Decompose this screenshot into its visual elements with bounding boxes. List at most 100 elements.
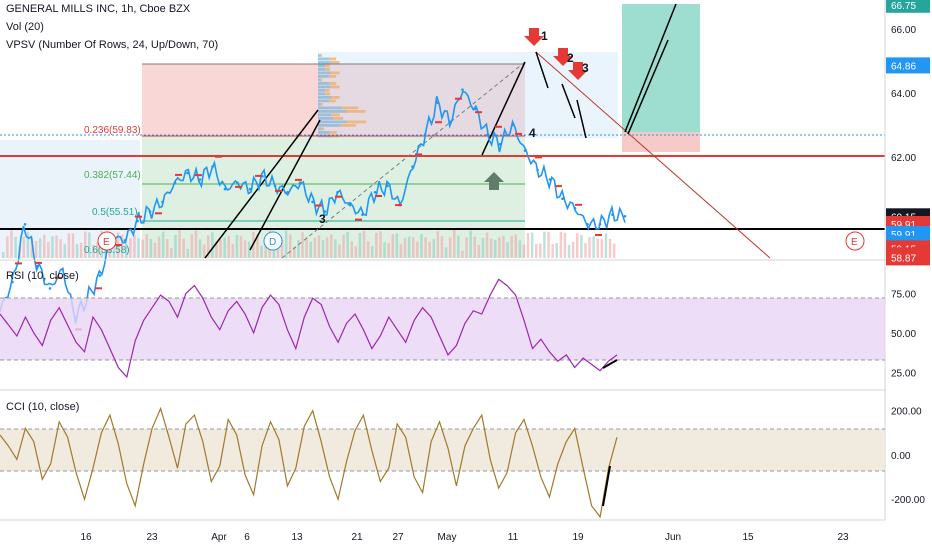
volume-bar — [67, 233, 71, 258]
channel-up-line-2 — [249, 119, 321, 251]
price-point — [48, 287, 52, 290]
price-point — [23, 223, 27, 226]
dividend-marker-icon[interactable] — [263, 231, 283, 251]
volume-bar — [416, 241, 419, 258]
volume-bar — [448, 237, 452, 258]
cci-axis-tick: -200.00 — [891, 495, 925, 506]
volume-profile-row — [318, 96, 331, 99]
volume-bar — [174, 234, 177, 258]
volume-profile-row — [320, 78, 323, 82]
price-point — [61, 267, 64, 271]
volume-legend[interactable]: Vol (20) — [6, 21, 44, 33]
volume-bar — [571, 241, 575, 258]
price-point — [486, 133, 489, 136]
price-point — [548, 178, 552, 181]
volume-bar — [375, 232, 378, 258]
volume-bar — [350, 241, 353, 258]
fib-lines — [142, 63, 525, 222]
volume-bar — [170, 248, 173, 258]
volume-bar — [317, 235, 321, 258]
price-axis-tick: 62.00 — [891, 153, 916, 164]
volume-bar — [555, 243, 558, 258]
wave-label-3: 3 — [319, 212, 326, 226]
volume-bar — [600, 239, 604, 258]
volume-bar — [489, 238, 493, 258]
price-point — [586, 223, 589, 226]
volume-profile-row — [318, 61, 331, 64]
time-axis-tick: Jun — [665, 532, 681, 543]
volume-profile-row — [325, 68, 330, 71]
volume-bar — [34, 240, 38, 258]
volume-bar — [182, 238, 185, 258]
price-point — [623, 215, 627, 218]
symbol-legend[interactable]: GENERAL MILLS INC, 1h, Cboe BZX — [6, 3, 191, 15]
time-axis-tick: 6 — [244, 532, 250, 543]
cci-axis-tick: 200.00 — [891, 407, 922, 418]
volume-bar — [313, 237, 317, 258]
price-point — [361, 213, 364, 216]
rsi-axis-tick: 50.00 — [891, 329, 916, 340]
price-point — [411, 165, 414, 168]
wave-label-2: 2 — [567, 51, 574, 65]
volume-profile-row — [318, 113, 332, 117]
volume-bar — [153, 242, 157, 258]
volume-bar — [239, 236, 243, 258]
time-axis-tick: 19 — [572, 532, 584, 543]
cci-band — [0, 429, 885, 471]
price-axis-bg — [886, 0, 932, 550]
wave-leg-a — [561, 83, 576, 119]
volume-profile-row — [318, 103, 321, 106]
volume-profile-row — [328, 57, 337, 61]
price-tag-label: 59.91 — [891, 220, 916, 231]
earnings-marker-icon[interactable] — [845, 231, 865, 251]
cci-divergence-line — [602, 465, 611, 507]
price-tag-label: 59.91 — [891, 230, 916, 241]
volume-profile-row — [318, 120, 347, 124]
cci-legend[interactable]: CCI (10, close) — [6, 401, 80, 413]
wave-label-4: 4 — [529, 126, 536, 140]
rsi-legend[interactable]: RSI (10, close) — [6, 270, 79, 282]
price-tag-bg — [886, 57, 930, 74]
price-point — [498, 142, 502, 146]
volume-profile-row — [330, 85, 340, 89]
volume-bar — [514, 234, 517, 258]
volume-bar — [43, 234, 46, 258]
earnings-marker-icon[interactable] — [97, 231, 117, 251]
price-point — [136, 219, 139, 223]
volume-bar — [47, 241, 50, 258]
price-tag-label: 64.86 — [891, 61, 916, 72]
price-point — [523, 149, 527, 152]
volume-profile-row — [320, 54, 322, 57]
volume-bar — [198, 239, 202, 258]
vpsv-legend[interactable]: VPSV (Number Of Rows, 24, Up/Down, 70) — [6, 39, 219, 51]
volume-bar — [6, 236, 9, 258]
volume-bar — [112, 242, 116, 258]
volume-profile-row — [329, 131, 337, 134]
volume-bar — [120, 234, 124, 258]
volume-bar — [321, 240, 325, 258]
volume-profile-row — [331, 96, 340, 99]
rsi-axis-tick: 25.00 — [891, 368, 916, 379]
price-point — [373, 191, 377, 194]
volume-bar — [584, 243, 587, 258]
volume-bar — [243, 240, 247, 258]
volume-bar — [137, 238, 140, 258]
earnings-marker-label: E — [851, 237, 858, 248]
fib-label-05: 0.5(55.51) — [92, 207, 138, 218]
volume-bar — [506, 242, 509, 258]
volume-bar — [55, 235, 58, 258]
forecast-line-1 — [624, 3, 677, 133]
volume-bar — [604, 233, 608, 258]
volume-bar — [432, 238, 435, 258]
volume-bar — [477, 245, 481, 258]
wave-label-3b: 3 — [582, 61, 589, 75]
volume-bar — [79, 242, 83, 258]
volume-profile-row — [318, 82, 329, 85]
price-point — [536, 168, 539, 172]
price-point — [236, 181, 239, 184]
rsi-series-line — [0, 278, 618, 379]
volume-bar — [297, 239, 300, 258]
volume-bar — [202, 244, 206, 258]
volume-bar — [161, 231, 165, 258]
volume-bar — [453, 230, 456, 258]
